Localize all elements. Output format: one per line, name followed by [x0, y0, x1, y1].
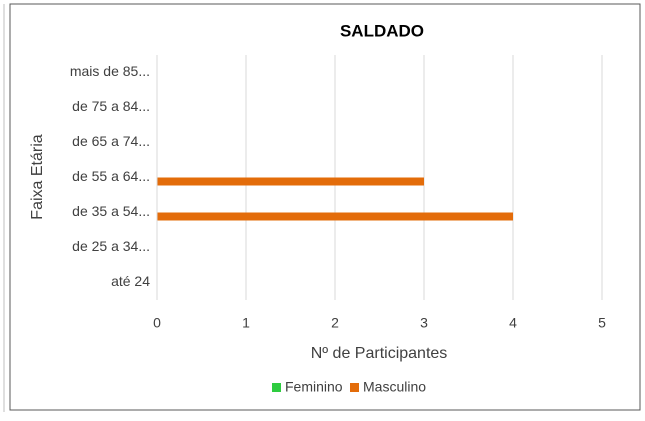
legend-swatch [350, 383, 359, 392]
x-tick-label: 4 [509, 315, 517, 331]
x-axis-label: Nº de Participantes [311, 345, 448, 362]
y-tick-label: mais de 85... [70, 63, 150, 79]
y-tick-label: de 65 a 74... [72, 133, 150, 149]
x-tick-label: 5 [598, 315, 606, 331]
x-tick-label: 1 [242, 315, 250, 331]
y-tick-label: de 55 a 64... [72, 168, 150, 184]
bar [157, 212, 513, 221]
x-tick-label: 0 [153, 315, 161, 331]
legend-swatch [272, 383, 281, 392]
x-tick-label: 2 [331, 315, 339, 331]
y-tick-label: até 24 [111, 273, 150, 289]
x-tick-label: 3 [420, 315, 428, 331]
legend-label: Masculino [363, 379, 426, 395]
legend-label: Feminino [285, 379, 343, 395]
y-tick-label: de 35 a 54... [72, 203, 150, 219]
bar [157, 177, 424, 186]
chart-frame [9, 3, 641, 411]
y-tick-label: de 75 a 84... [72, 98, 150, 114]
y-tick-label: de 25 a 34... [72, 238, 150, 254]
y-axis-label: Faixa Etária [29, 134, 46, 219]
chart-title: SALDADO [340, 21, 424, 40]
